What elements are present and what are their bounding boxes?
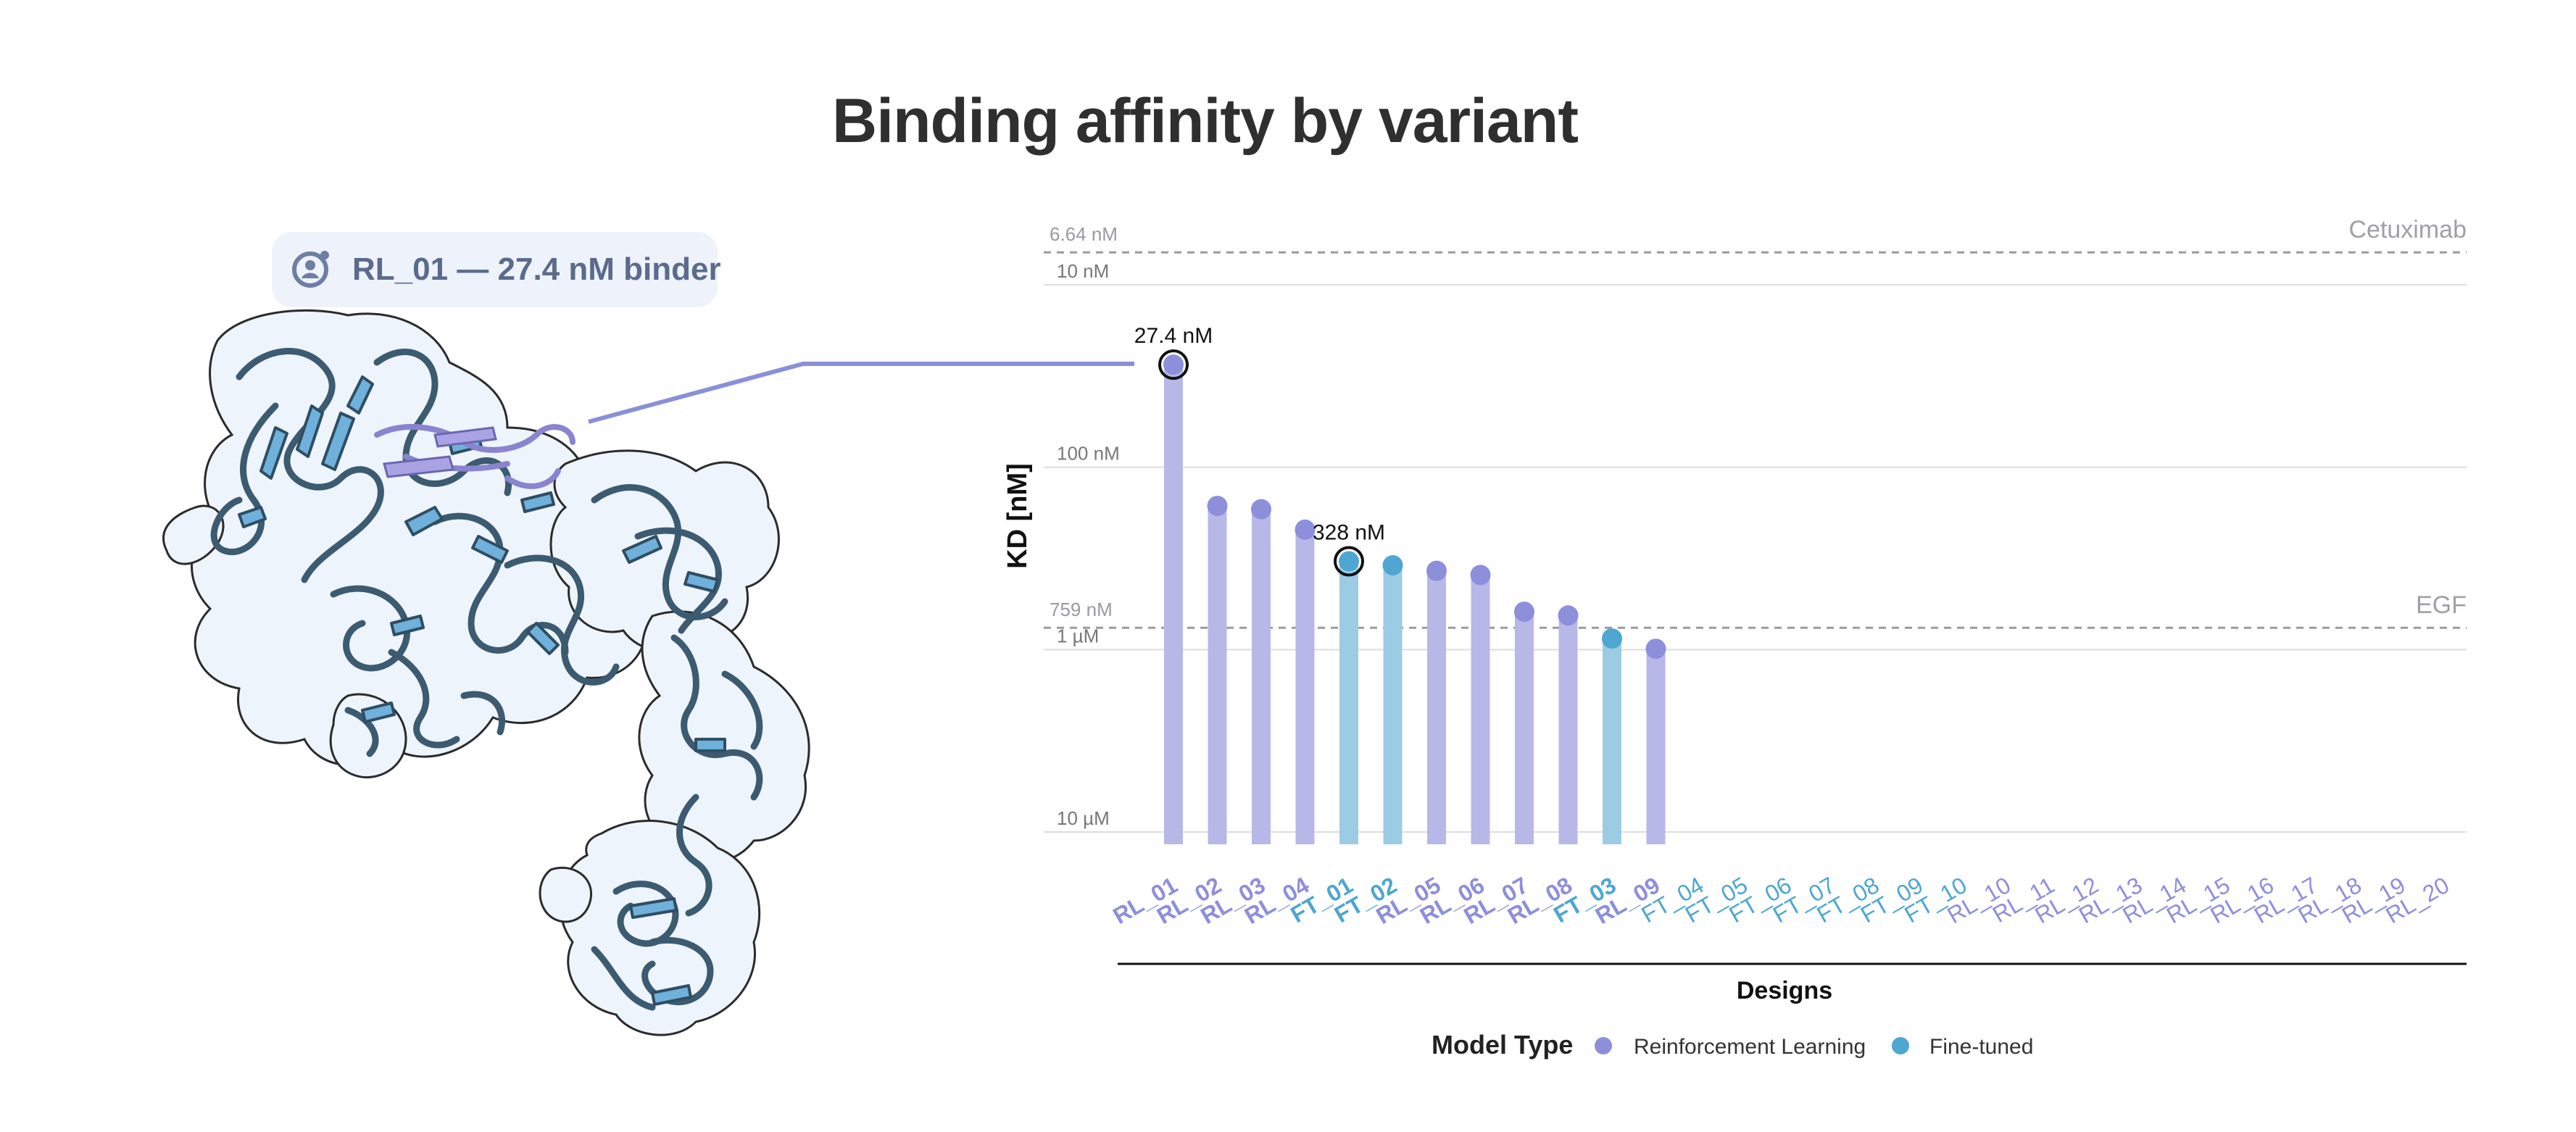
bar-marker <box>1470 565 1491 586</box>
gridlines <box>1044 284 2467 833</box>
bar-marker <box>1382 555 1403 576</box>
bar <box>1339 561 1358 844</box>
annotations: 27.4 nM 328 nM <box>1134 324 1385 577</box>
binder-strand <box>383 455 454 478</box>
highlight-ring <box>1158 349 1189 380</box>
reference-value-label: 6.64 nM <box>1050 223 1118 245</box>
bar-marker <box>1645 638 1666 659</box>
bar-marker <box>1426 560 1447 581</box>
bar <box>1427 570 1446 844</box>
chart-title: Binding affinity by variant <box>832 86 1579 156</box>
x-tick-labels: RL_01RL_02RL_03RL_04FT_01FT_02RL_05RL_06… <box>1108 872 2454 929</box>
bar <box>1646 649 1666 844</box>
callout: RL_01 — 27.4 nM binder <box>272 232 1134 424</box>
bars <box>1163 354 1666 844</box>
x-axis-label: Designs <box>1737 977 1832 1004</box>
reference-name-label: EGF <box>2416 591 2467 619</box>
callout-box <box>272 232 718 307</box>
bar <box>1471 575 1490 844</box>
y-tick-label: 10 µM <box>1057 807 1110 829</box>
bar <box>1383 565 1403 844</box>
bar-marker <box>1295 519 1316 540</box>
bar-marker <box>1558 605 1579 626</box>
highlight-ring <box>1334 546 1364 577</box>
protein-strands <box>238 375 726 1006</box>
bar <box>1603 638 1621 844</box>
protein-user-icon <box>292 251 329 288</box>
protein-structure-illustration <box>162 309 810 1036</box>
bar <box>1515 612 1534 844</box>
bar <box>1164 365 1183 844</box>
legend-label: Reinforcement Learning <box>1634 1035 1866 1059</box>
reference-lines: 6.64 nM Cetuximab 759 nM EGF <box>1044 216 2467 629</box>
legend: Model Type Reinforcement Learning Fine-tun… <box>1432 1030 2033 1060</box>
annotation-label: 27.4 nM <box>1134 324 1213 348</box>
bar <box>1295 529 1315 844</box>
legend-label: Fine-tuned <box>1929 1035 2033 1059</box>
bar-marker <box>1207 496 1228 517</box>
reference-value-label: 759 nM <box>1050 599 1113 620</box>
y-axis-label: KD [nM] <box>1002 463 1033 569</box>
callout-leader-line <box>588 362 1134 424</box>
bar-marker <box>1251 499 1271 520</box>
legend-marker <box>1892 1037 1909 1054</box>
annotation-label: 328 nM <box>1313 520 1385 544</box>
bar-marker <box>1339 551 1359 572</box>
bar-marker <box>1163 354 1184 375</box>
bar <box>1558 615 1578 844</box>
y-tick-label: 100 nM <box>1057 443 1120 465</box>
bar-marker <box>1602 628 1622 649</box>
y-tick-label: 10 nM <box>1057 260 1109 282</box>
bar-marker <box>1514 602 1534 623</box>
binder-strand <box>433 426 497 448</box>
reference-name-label: Cetuximab <box>2348 216 2467 244</box>
bar <box>1208 506 1227 844</box>
legend-title: Model Type <box>1432 1030 1573 1060</box>
callout-label: RL_01 — 27.4 nM binder <box>352 251 721 287</box>
legend-marker <box>1595 1037 1612 1054</box>
bar <box>1252 509 1271 844</box>
